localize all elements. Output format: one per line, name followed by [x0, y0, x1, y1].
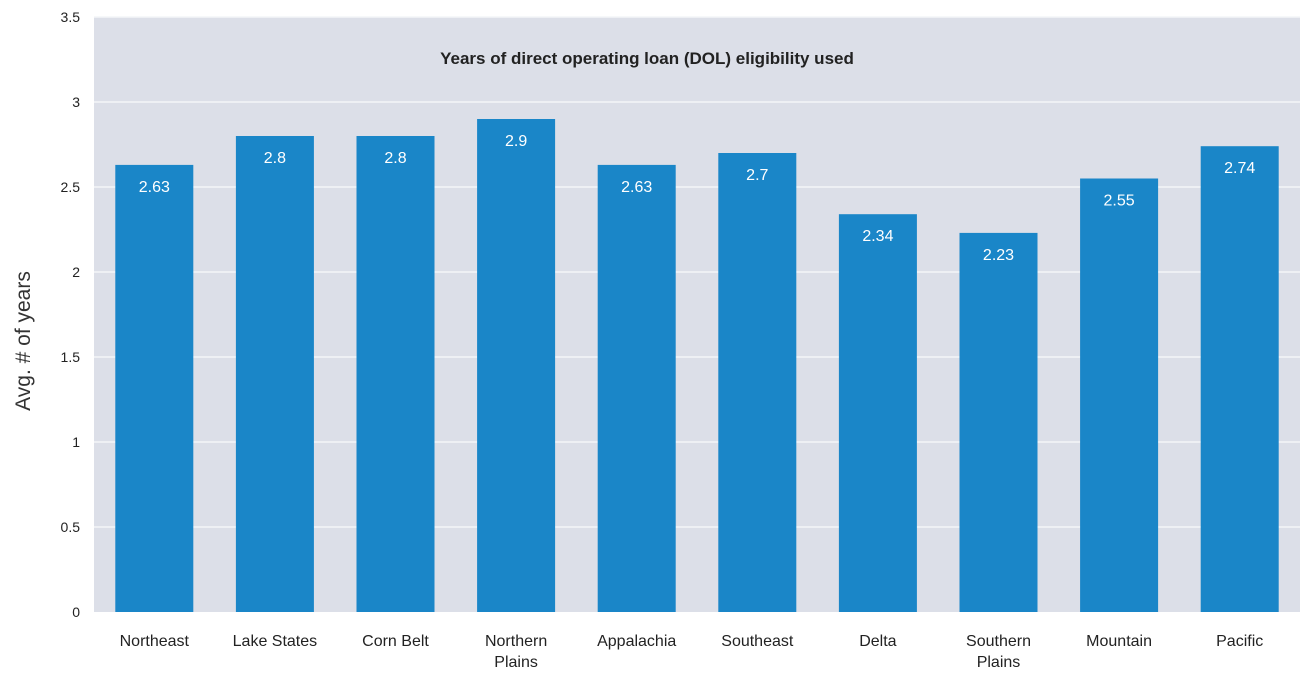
x-axis-tick-labels: Northeast Lake States Corn Belt Northern Pla… — [120, 633, 1264, 671]
bar — [477, 119, 556, 612]
y-tick-label: 3 — [72, 94, 80, 110]
y-tick-label: 2 — [72, 264, 80, 280]
bar — [1080, 178, 1159, 612]
y-tick-label: 1.5 — [61, 349, 81, 365]
bar-value-label: 2.9 — [505, 133, 527, 150]
bar-value-label: 2.23 — [983, 247, 1014, 264]
y-tick-label: 0.5 — [61, 519, 81, 535]
y-axis-tick-labels: 0 0.5 1 1.5 2 2.5 3 3.5 — [61, 9, 81, 620]
bar — [959, 232, 1038, 612]
x-tick-label: Southern Plains — [966, 633, 1031, 671]
bar-value-label: 2.63 — [139, 179, 170, 196]
bar-value-label: 2.7 — [746, 167, 768, 184]
bar — [235, 136, 314, 612]
bar-value-label: 2.63 — [621, 179, 652, 196]
x-tick-label: Lake States — [233, 633, 318, 650]
x-tick-label: Pacific — [1216, 633, 1263, 650]
bars — [115, 119, 1279, 612]
y-tick-label: 0 — [72, 604, 80, 620]
x-tick-label: Corn Belt — [362, 633, 429, 650]
bar — [115, 164, 194, 612]
bar — [1200, 146, 1279, 612]
bar — [597, 164, 676, 612]
bar — [718, 153, 797, 612]
bar — [838, 214, 917, 612]
x-tick-label: Northern Plains — [485, 633, 547, 671]
bar-value-label: 2.8 — [264, 150, 286, 167]
x-tick-label: Mountain — [1086, 633, 1152, 650]
x-tick-label: Southeast — [721, 633, 794, 650]
bar-value-label: 2.74 — [1224, 160, 1255, 177]
x-tick-label: Appalachia — [597, 633, 676, 650]
bar — [356, 136, 435, 612]
y-tick-label: 2.5 — [61, 179, 81, 195]
bar-value-label: 2.55 — [1104, 193, 1135, 210]
bar-value-label: 2.34 — [862, 228, 893, 245]
x-tick-label: Delta — [859, 633, 896, 650]
chart-title: Years of direct operating loan (DOL) eli… — [440, 49, 854, 68]
y-tick-label: 3.5 — [61, 9, 81, 25]
x-tick-label: Northeast — [120, 633, 190, 650]
y-tick-label: 1 — [72, 434, 80, 450]
bar-value-label: 2.8 — [384, 150, 406, 167]
y-axis-title: Avg. # of years — [12, 271, 35, 411]
data-labels: 2.63 2.8 2.8 2.9 2.63 2.7 2.34 2.23 2.55 2.74 — [139, 133, 1256, 264]
